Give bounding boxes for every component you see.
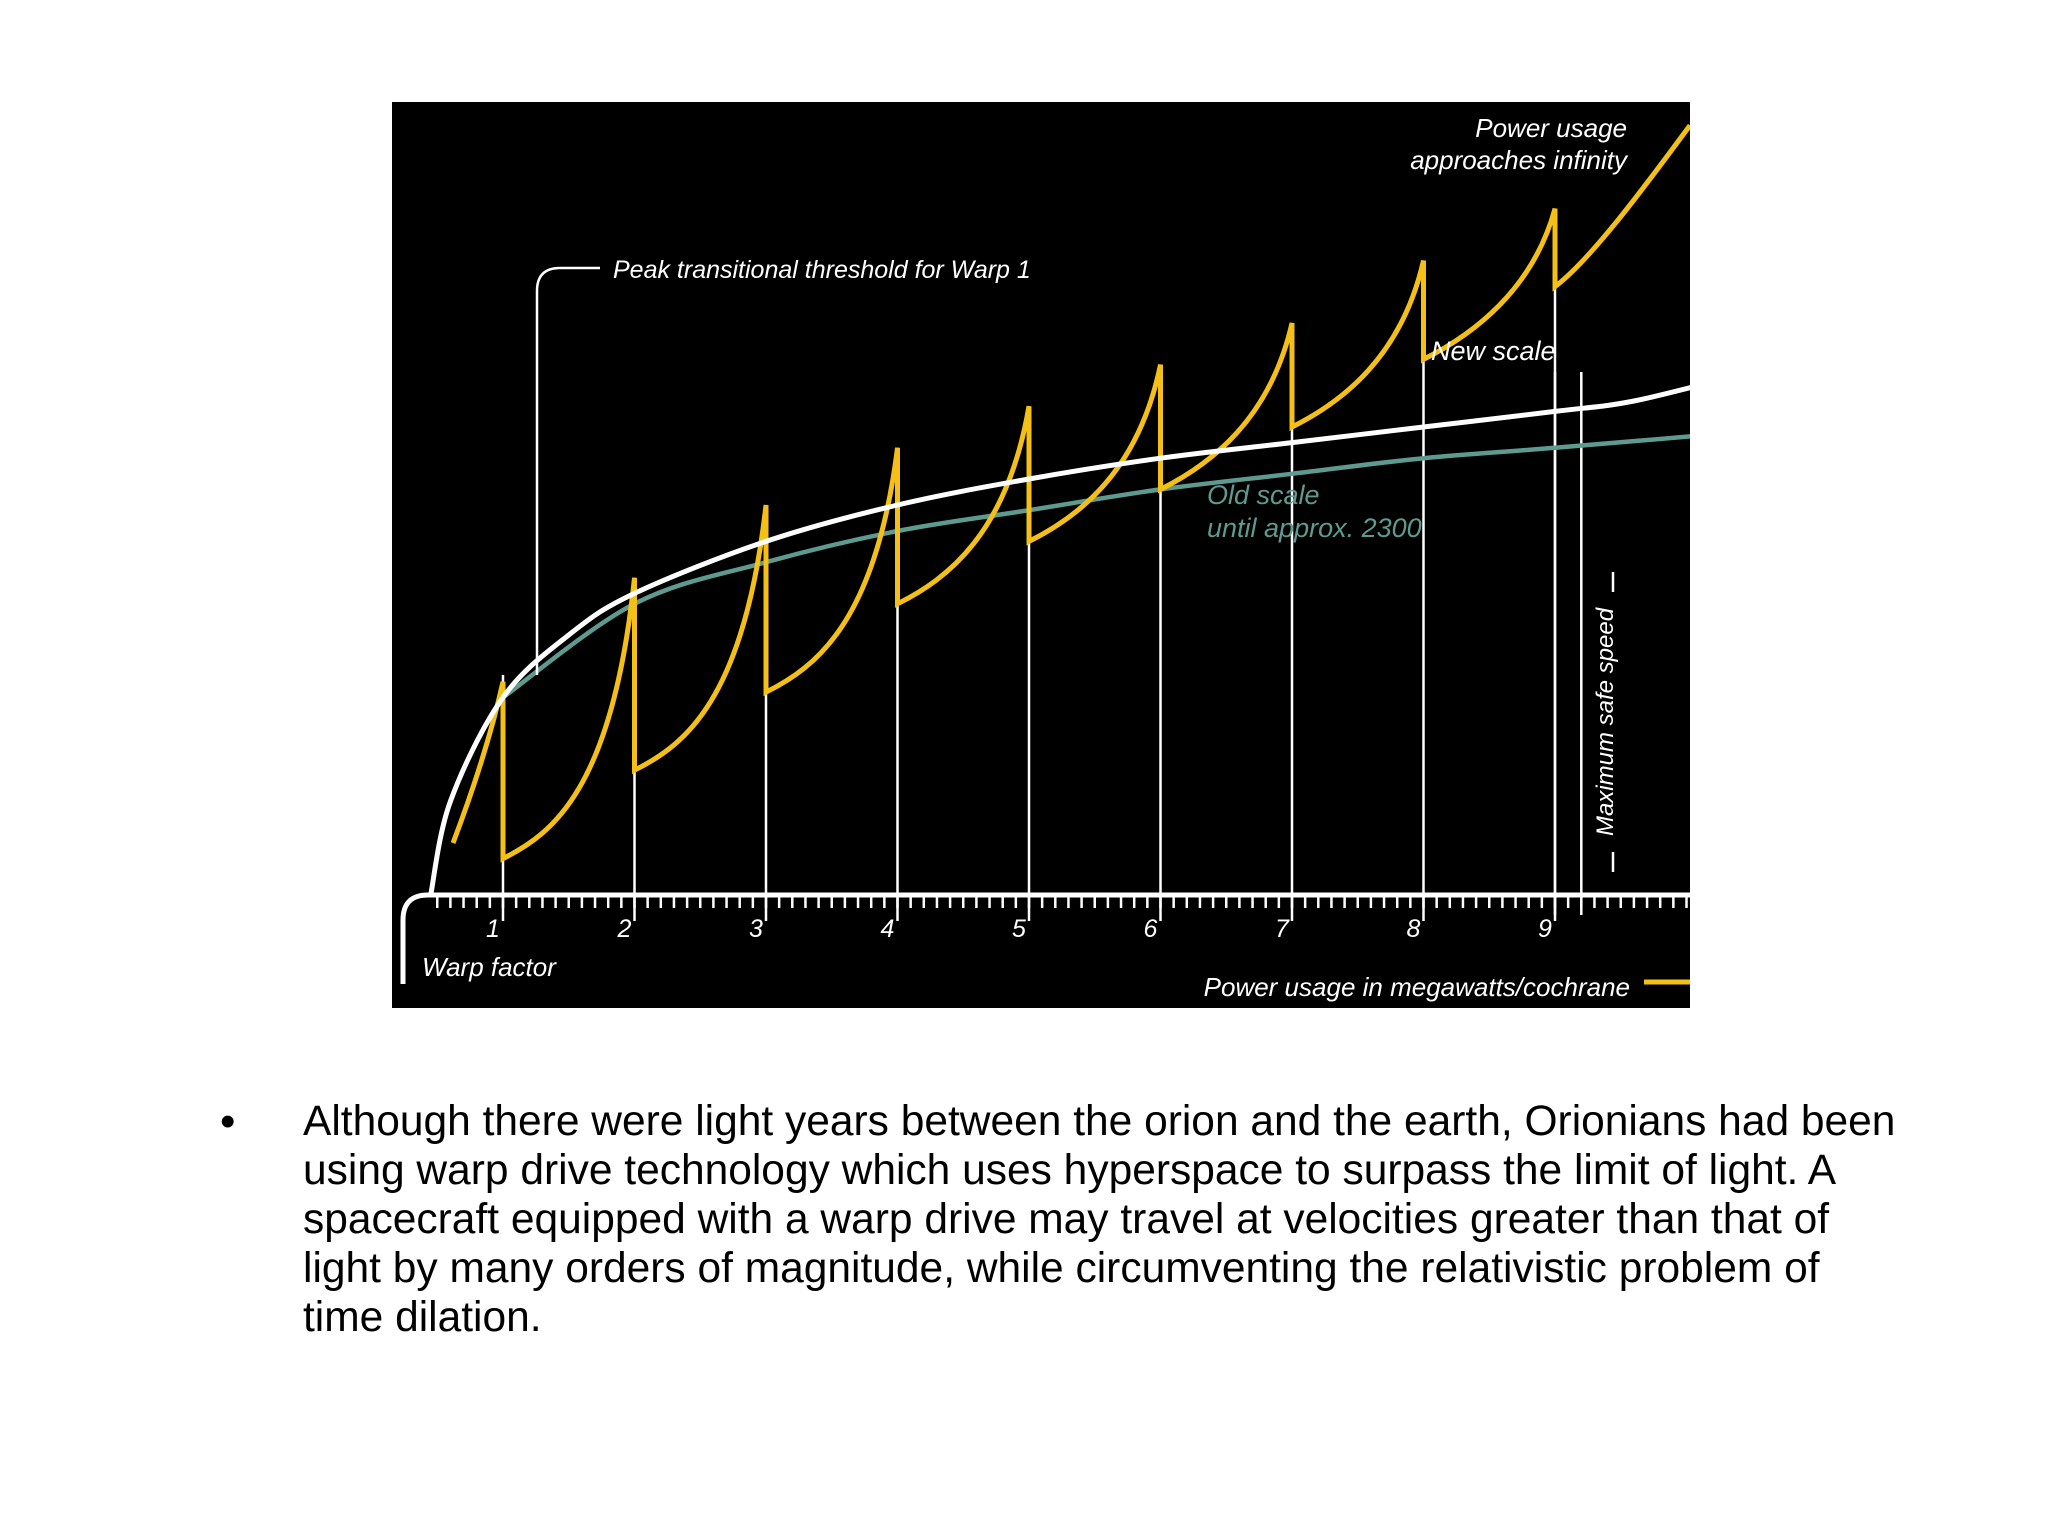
- tick-label-2: 2: [617, 915, 632, 943]
- tick-label-3: 3: [749, 915, 763, 943]
- tick-label-7: 7: [1275, 915, 1290, 943]
- tick-label-5: 5: [1012, 915, 1026, 943]
- peak-threshold-bracket: [535, 266, 600, 675]
- x-axis-label: Warp factor: [422, 952, 557, 982]
- peak-threshold-label: Peak transitional threshold for Warp 1: [613, 256, 1031, 284]
- power-usage-label-line2: approaches infinity: [1410, 145, 1629, 175]
- tick-label-4: 4: [881, 915, 895, 943]
- series-power-usage-line: [450, 123, 1690, 863]
- series-old-scale-line: [501, 434, 1690, 700]
- power-usage-label-line1: Power usage: [1475, 113, 1627, 143]
- warp-chart: 1 2 3 4 5 6 7 8 9 Peak transitional threshold fo…: [392, 102, 1690, 1008]
- bullet-text: Although there were light years between …: [303, 1098, 1896, 1341]
- tick-labels: 1 2 3 4 5 6 7 8 9: [486, 915, 1552, 943]
- major-ticks: [501, 208, 1583, 921]
- tick-label-1: 1: [486, 915, 500, 943]
- warp-chart-svg: 1 2 3 4 5 6 7 8 9 Peak transitional threshold fo…: [400, 113, 1690, 1002]
- tick-label-6: 6: [1144, 915, 1158, 943]
- legend-label: Power usage in megawatts/cochrane: [1204, 972, 1630, 1002]
- max-safe-speed-label: Maximum safe speed: [1592, 607, 1619, 836]
- old-scale-label-line1: Old scale: [1207, 480, 1320, 510]
- tick-label-8: 8: [1407, 915, 1421, 943]
- x-axis-line: [400, 892, 1690, 984]
- bullet-marker: •: [220, 1097, 236, 1146]
- old-scale-label-line2: until approx. 2300: [1207, 513, 1422, 543]
- series-new-scale-line: [428, 385, 1690, 896]
- new-scale-label: New scale: [1431, 336, 1556, 366]
- tick-label-9: 9: [1538, 915, 1552, 943]
